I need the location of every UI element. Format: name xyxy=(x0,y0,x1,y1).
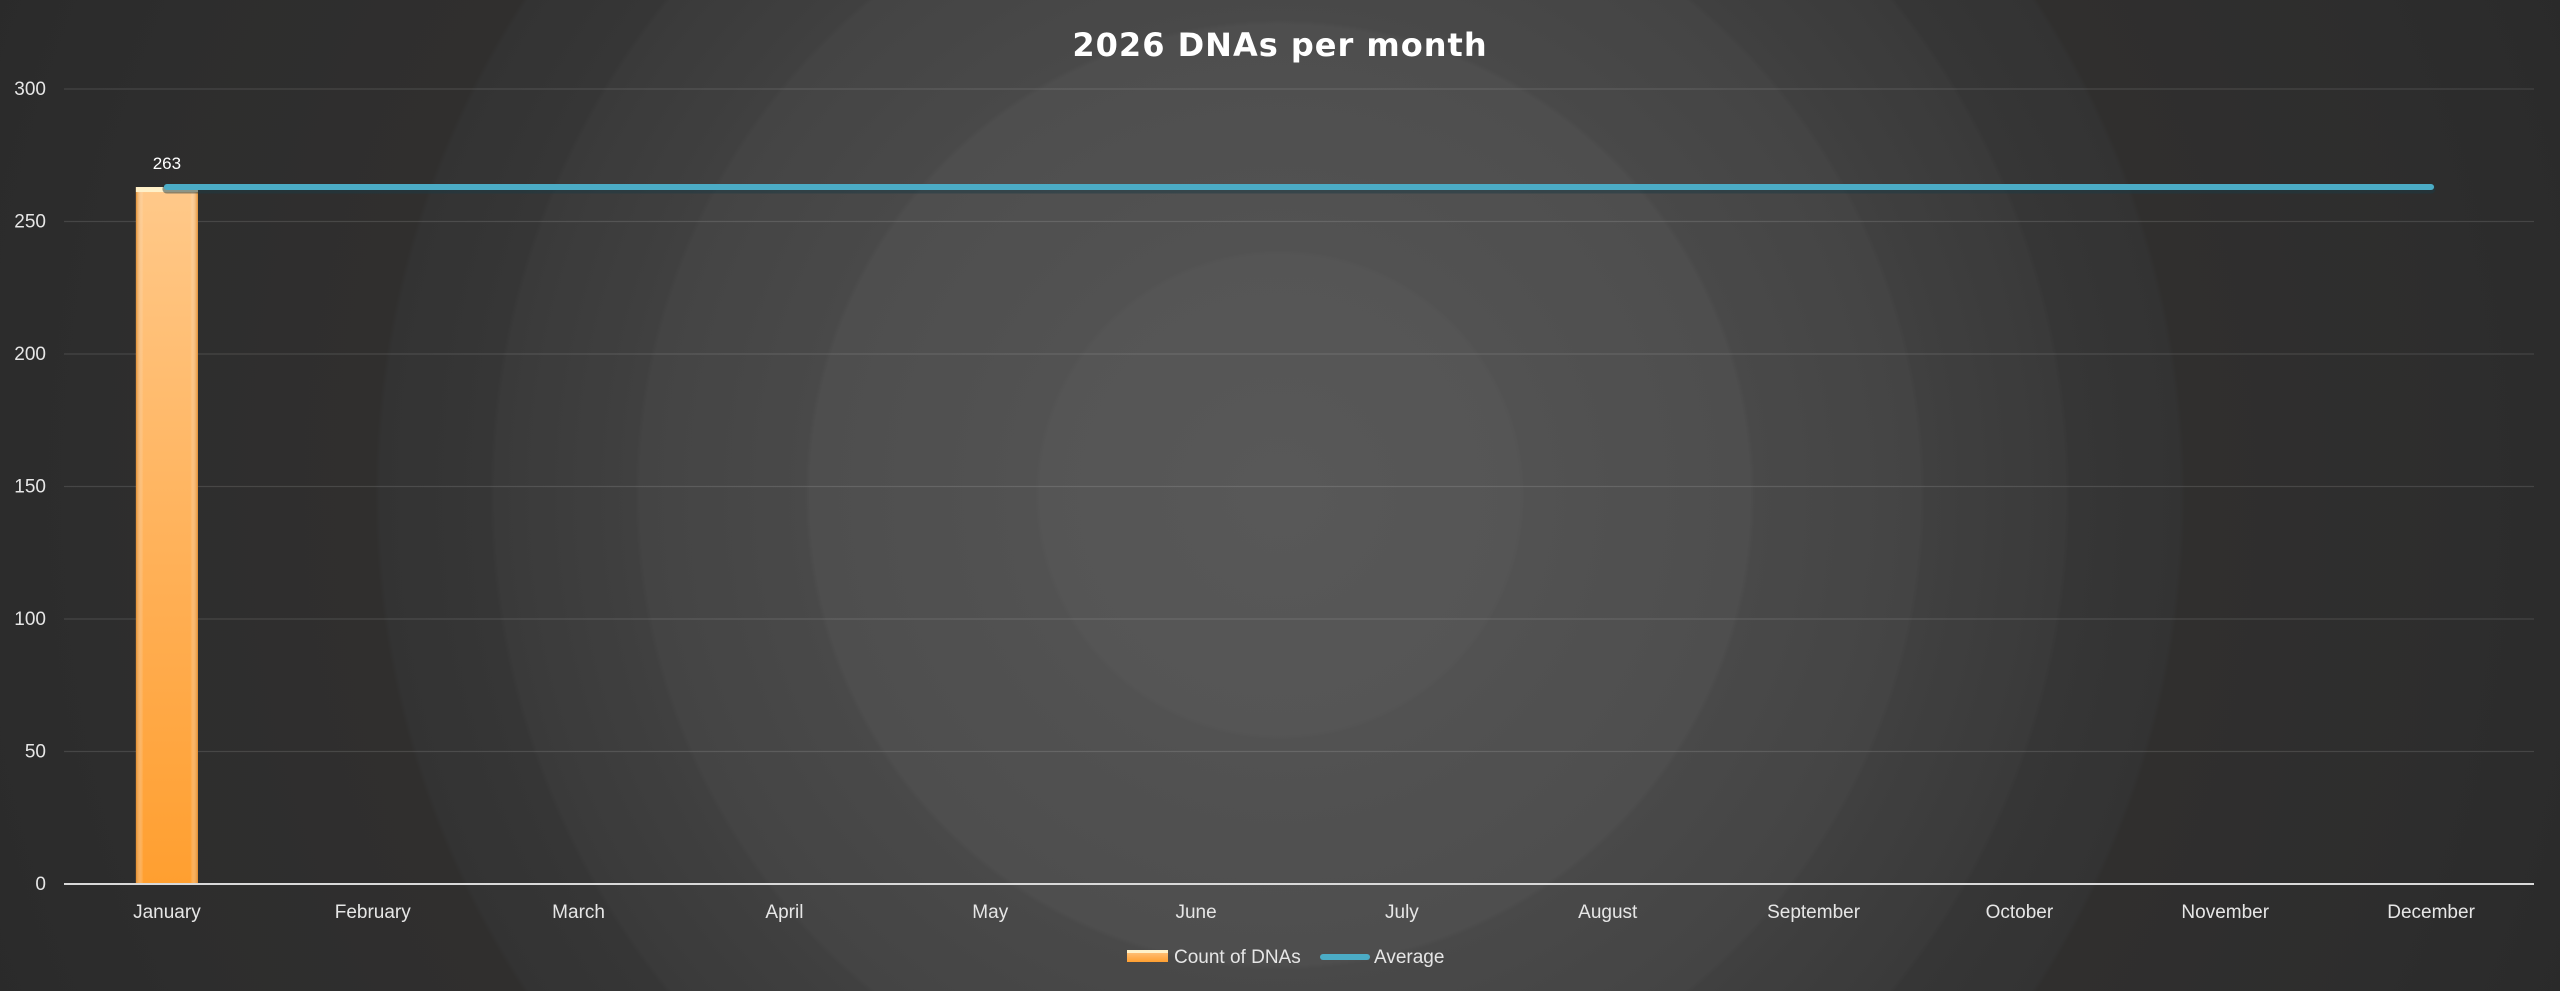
y-tick-label: 0 xyxy=(35,874,46,895)
y-tick-label: 100 xyxy=(14,609,46,630)
x-tick-label: April xyxy=(765,902,803,923)
legend-label-average: Average xyxy=(1374,947,1444,968)
x-tick-label: May xyxy=(972,902,1008,923)
data-label: 263 xyxy=(153,154,181,173)
x-tick-label: August xyxy=(1578,902,1638,923)
x-tick-label: July xyxy=(1385,902,1419,923)
bar-series: 263 xyxy=(135,154,198,885)
y-tick-label: 150 xyxy=(14,477,46,498)
grid-lines xyxy=(64,88,2534,753)
x-tick-label: March xyxy=(552,902,605,923)
y-axis-ticks: 0 50 100 150 200 250 300 xyxy=(14,79,46,895)
y-tick-label: 250 xyxy=(14,212,46,233)
bar-shading xyxy=(135,187,198,885)
legend-swatch-bar-highlight xyxy=(1127,950,1168,953)
x-tick-label: February xyxy=(335,902,412,923)
y-tick-label: 50 xyxy=(25,742,46,763)
x-axis-ticks: January February March April May June July Augu… xyxy=(133,902,2475,923)
legend-label-count: Count of DNAs xyxy=(1174,947,1301,968)
line-series xyxy=(162,184,2436,194)
x-tick-label: November xyxy=(2181,902,2269,923)
x-tick-label: June xyxy=(1175,902,1216,923)
x-tick-label: January xyxy=(133,902,201,923)
x-tick-label: December xyxy=(2387,902,2475,923)
chart-title: 2026 DNAs per month xyxy=(1072,26,1487,64)
legend: Count of DNAs Average xyxy=(1127,947,1444,968)
y-tick-label: 200 xyxy=(14,344,46,365)
x-tick-label: September xyxy=(1767,902,1861,923)
y-tick-label: 300 xyxy=(14,79,46,100)
x-tick-label: October xyxy=(1986,902,2054,923)
